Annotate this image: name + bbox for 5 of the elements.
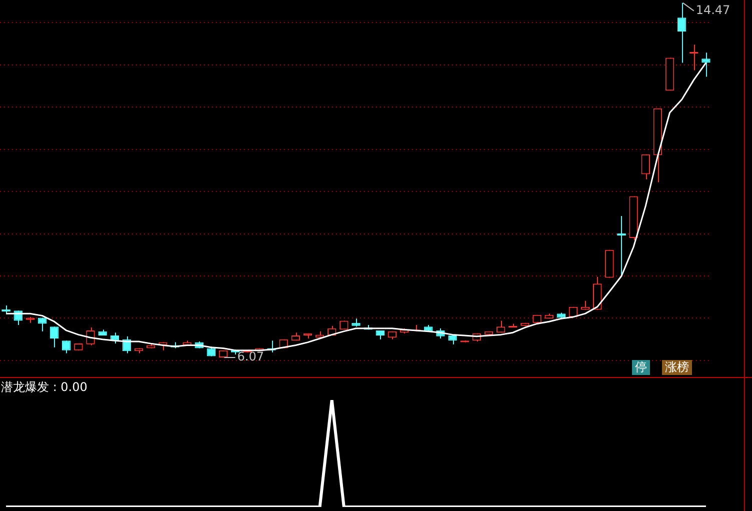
chart-title: 潜龙爆发 : 0.00	[1, 380, 88, 394]
annotation: 14.47	[696, 2, 730, 17]
text: 涨榜	[665, 360, 689, 374]
text: 停	[635, 360, 647, 374]
annotation: 6.07	[237, 350, 264, 364]
